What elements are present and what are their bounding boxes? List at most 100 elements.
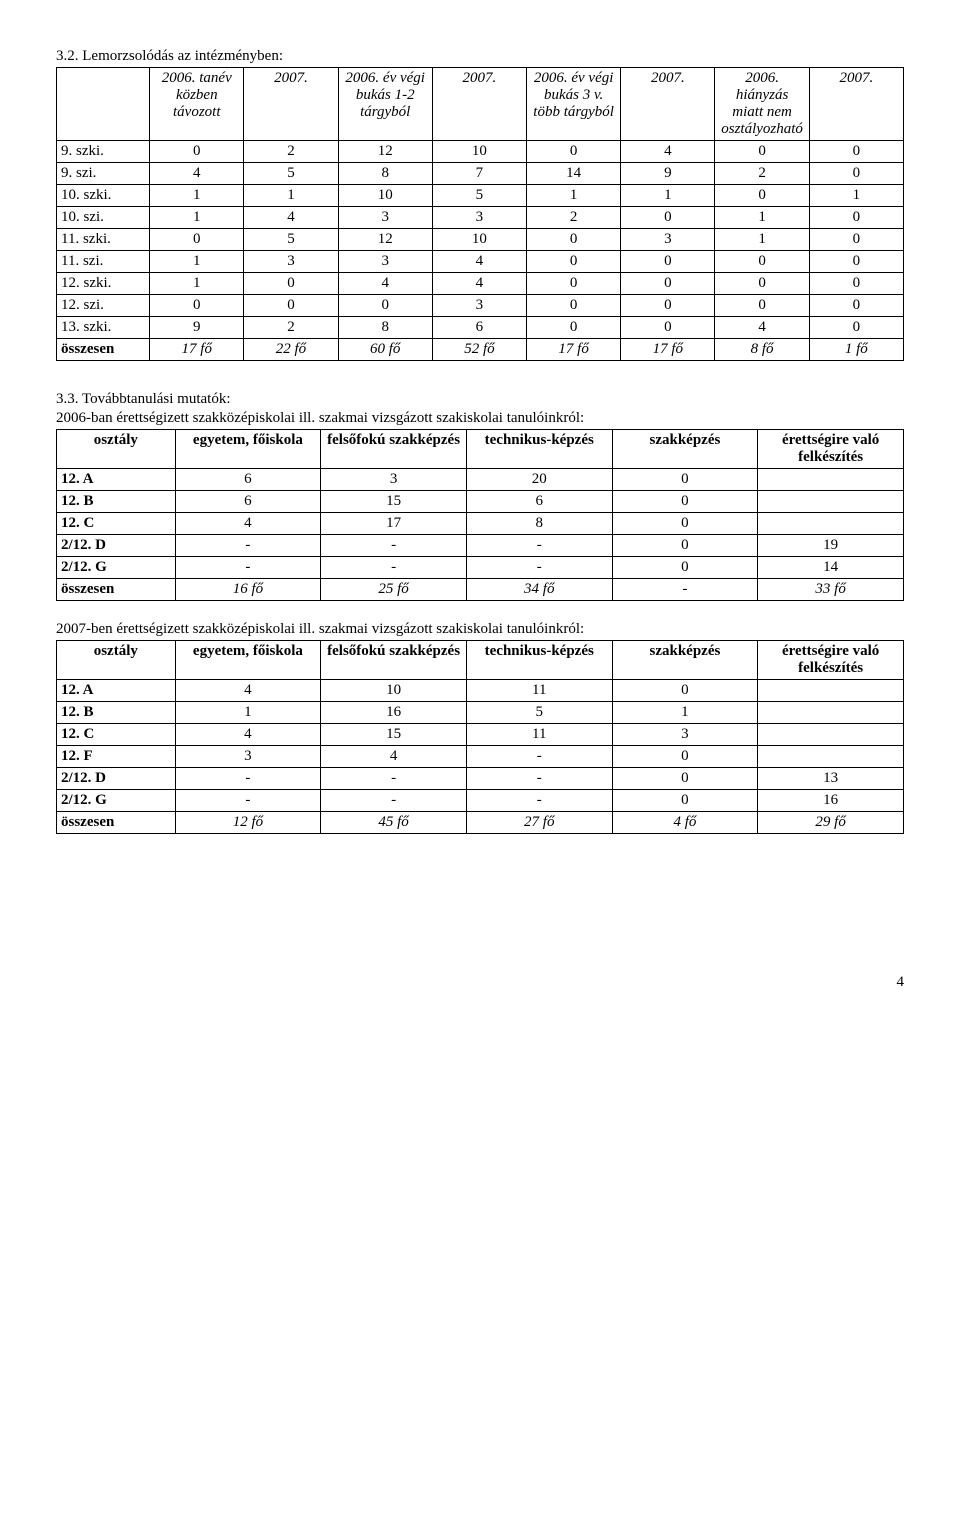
cell: 2 (244, 317, 338, 339)
cell: 0 (612, 535, 758, 557)
cell: 9 (621, 163, 715, 185)
cell: egyetem, főiskola (175, 430, 321, 469)
table-row: 10. szki.111051101 (57, 185, 904, 207)
cell: osztály (57, 641, 176, 680)
cell: 2/12. G (57, 790, 176, 812)
cell: 2 (244, 141, 338, 163)
cell: technikus-képzés (466, 430, 612, 469)
cell: 12 (338, 141, 432, 163)
cell: 0 (612, 768, 758, 790)
cell: 0 (612, 513, 758, 535)
cell: 1 (715, 229, 809, 251)
attrition-table: 2006. tanév közben távozott2007.2006. év… (56, 67, 904, 361)
cell: 1 (621, 185, 715, 207)
cell: 11 (466, 724, 612, 746)
cell: 2006. év végi bukás 1-2 tárgyból (338, 68, 432, 141)
cell: - (466, 557, 612, 579)
cell: 5 (432, 185, 526, 207)
cell: 0 (527, 141, 621, 163)
cell: 0 (621, 251, 715, 273)
cell: összesen (57, 579, 176, 601)
cell: 4 (150, 163, 244, 185)
cell: 2006. év végi bukás 3 v. több tárgyból (527, 68, 621, 141)
cell: 1 (150, 207, 244, 229)
cell: 1 (244, 185, 338, 207)
cell: 0 (809, 295, 903, 317)
cell: 34 fő (466, 579, 612, 601)
cell: 4 (321, 746, 467, 768)
cell: 2007. (809, 68, 903, 141)
cell: 12. A (57, 680, 176, 702)
cell: 0 (150, 141, 244, 163)
cell: 0 (527, 295, 621, 317)
cell: 60 fő (338, 339, 432, 361)
table-header-row: 2006. tanév közben távozott2007.2006. év… (57, 68, 904, 141)
cell: 4 (432, 273, 526, 295)
cell: 0 (809, 207, 903, 229)
cell: 0 (612, 746, 758, 768)
cell: 6 (432, 317, 526, 339)
cell: 10 (338, 185, 432, 207)
cell: 13. szki. (57, 317, 150, 339)
cell: 0 (621, 273, 715, 295)
cell: 17 fő (527, 339, 621, 361)
cell: 1 (715, 207, 809, 229)
cell: szakképzés (612, 641, 758, 680)
cell (758, 469, 904, 491)
cell: 0 (809, 163, 903, 185)
cell: 7 (432, 163, 526, 185)
cell: 16 (758, 790, 904, 812)
cell: összesen (57, 339, 150, 361)
section-33-title: 3.3. Továbbtanulási mutatók: (56, 391, 904, 408)
cell: 11 (466, 680, 612, 702)
cell: 4 (715, 317, 809, 339)
cell: 2006. hiányzás miatt nem osztályozható (715, 68, 809, 141)
cell: 3 (432, 207, 526, 229)
table-row: 12. szki.10440000 (57, 273, 904, 295)
cell: 14 (527, 163, 621, 185)
cell: 0 (809, 229, 903, 251)
cell: - (175, 790, 321, 812)
cell: 0 (612, 469, 758, 491)
cell: 4 fő (612, 812, 758, 834)
table-row: 13. szki.92860040 (57, 317, 904, 339)
cell (758, 680, 904, 702)
cell: 0 (715, 295, 809, 317)
cell: 25 fő (321, 579, 467, 601)
cell: 16 fő (175, 579, 321, 601)
cell: 27 fő (466, 812, 612, 834)
table-row: 12. B61560 (57, 491, 904, 513)
cell: 3 (175, 746, 321, 768)
cell: 8 (466, 513, 612, 535)
cell: - (175, 557, 321, 579)
cell (758, 702, 904, 724)
cell: 12. C (57, 513, 176, 535)
intro-2006: 2006-ban érettségizett szakközépiskolai … (56, 410, 904, 427)
table-row: 11. szki.0512100310 (57, 229, 904, 251)
cell: 12. szi. (57, 295, 150, 317)
cell: 1 (150, 251, 244, 273)
cell: 17 fő (150, 339, 244, 361)
cell: 2/12. D (57, 535, 176, 557)
table-row: 9. szki.0212100400 (57, 141, 904, 163)
cell: 0 (612, 491, 758, 513)
cell: 0 (715, 273, 809, 295)
cell: 0 (527, 251, 621, 273)
cell (758, 513, 904, 535)
cell: 10 (321, 680, 467, 702)
cell: egyetem, főiskola (175, 641, 321, 680)
cell: 0 (621, 207, 715, 229)
cell: - (321, 535, 467, 557)
cell: 15 (321, 491, 467, 513)
cell: 4 (432, 251, 526, 273)
cell: - (466, 790, 612, 812)
cell: 17 (321, 513, 467, 535)
cell: 3 (621, 229, 715, 251)
cell: 12 fő (175, 812, 321, 834)
cell: 8 (338, 163, 432, 185)
cell: felsőfokú szakképzés (321, 641, 467, 680)
cell: 0 (809, 251, 903, 273)
cell: 17 fő (621, 339, 715, 361)
cell: 5 (244, 163, 338, 185)
table-row: 12. C415113 (57, 724, 904, 746)
